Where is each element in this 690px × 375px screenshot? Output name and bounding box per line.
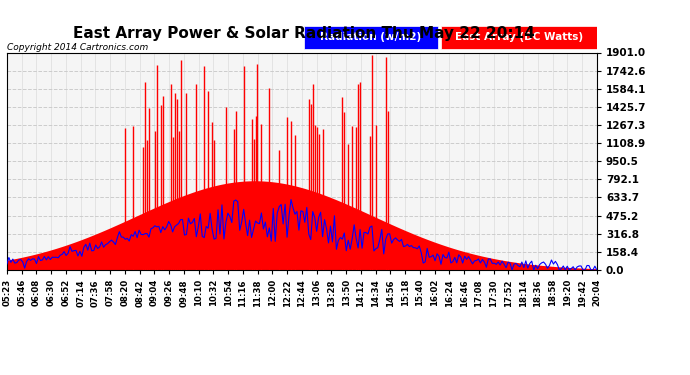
Text: Radiation (w/m2): Radiation (w/m2)	[320, 33, 422, 42]
Text: Copyright 2014 Cartronics.com: Copyright 2014 Cartronics.com	[7, 43, 148, 52]
Bar	[304, 26, 439, 50]
Text: East Array Power & Solar Radiation Thu May 22 20:14: East Array Power & Solar Radiation Thu M…	[72, 26, 535, 41]
Text: East Array (DC Watts): East Array (DC Watts)	[455, 33, 583, 42]
Bar	[442, 26, 597, 50]
